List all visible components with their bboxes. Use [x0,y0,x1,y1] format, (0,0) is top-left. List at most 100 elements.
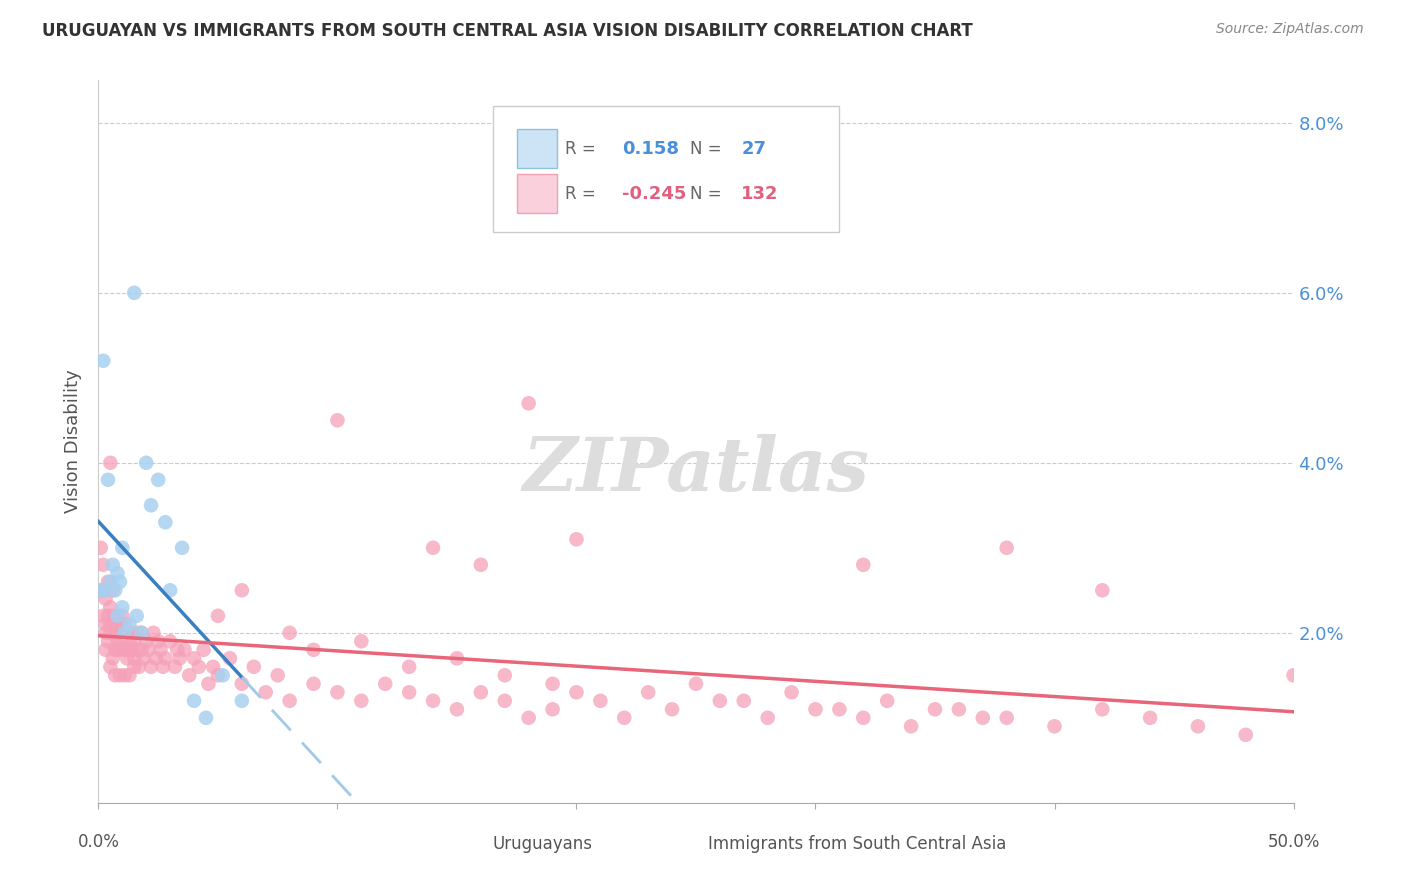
Point [470,558,492,572]
Point [1187,719,1209,733]
FancyBboxPatch shape [456,832,485,855]
Point [1139,711,1161,725]
Point [108,642,131,657]
FancyBboxPatch shape [671,832,700,855]
Point [115,625,138,640]
Point [131,625,153,640]
Point [98,617,122,632]
Point [91,583,114,598]
Point [98,625,122,640]
Point [135,634,157,648]
Point [187,660,209,674]
Point [114,668,136,682]
Point [152,660,174,674]
FancyBboxPatch shape [494,105,839,232]
Point [145,651,167,665]
Point [91,608,114,623]
Point [132,651,155,665]
Point [183,694,205,708]
Point [97,473,120,487]
Point [159,583,181,598]
FancyBboxPatch shape [517,174,557,213]
Point [948,702,970,716]
Point [107,617,129,632]
Point [118,634,141,648]
Point [125,625,148,640]
Point [207,608,229,623]
Text: Source: ZipAtlas.com: Source: ZipAtlas.com [1216,22,1364,37]
Text: Immigrants from South Central Asia: Immigrants from South Central Asia [709,835,1007,853]
Point [219,651,242,665]
Point [111,600,134,615]
Point [118,642,141,657]
Point [94,625,117,640]
Point [1091,702,1114,716]
Point [111,625,134,640]
Text: URUGUAYAN VS IMMIGRANTS FROM SOUTH CENTRAL ASIA VISION DISABILITY CORRELATION CH: URUGUAYAN VS IMMIGRANTS FROM SOUTH CENTR… [42,22,973,40]
Point [1091,583,1114,598]
Text: 0.0%: 0.0% [77,833,120,851]
Point [254,685,277,699]
Point [1043,719,1066,733]
Point [139,660,162,674]
Point [94,591,117,606]
Point [169,651,191,665]
Point [111,608,134,623]
Point [159,634,181,648]
Point [589,694,612,708]
Point [124,285,146,300]
Point [101,651,124,665]
Point [124,634,146,648]
Point [900,719,922,733]
Point [804,702,827,716]
Point [107,642,129,657]
Point [90,583,112,598]
Point [142,625,165,640]
Point [108,668,131,682]
Point [101,583,124,598]
Text: 50.0%: 50.0% [1267,833,1320,851]
Point [1282,668,1305,682]
Point [756,711,779,725]
Point [231,677,253,691]
Point [828,702,851,716]
Point [733,694,755,708]
Point [876,694,898,708]
Point [98,456,122,470]
Point [101,625,124,640]
Point [135,456,157,470]
Point [565,533,588,547]
Point [494,694,516,708]
Point [350,694,373,708]
Point [995,711,1018,725]
Point [278,694,301,708]
Point [114,617,136,632]
Point [685,677,707,691]
Text: N =: N = [690,140,721,158]
Point [350,634,373,648]
Point [131,625,153,640]
Point [118,668,141,682]
Point [852,558,875,572]
Point [398,685,420,699]
Point [302,642,325,657]
Point [91,353,114,368]
Point [326,685,349,699]
Point [108,574,131,589]
Text: R =: R = [565,185,595,202]
Point [124,660,146,674]
Point [111,541,134,555]
Point [121,625,143,640]
Point [107,634,129,648]
Point [517,396,540,410]
Point [470,685,492,699]
Point [148,634,170,648]
Point [125,642,148,657]
Point [422,694,444,708]
Point [124,651,146,665]
Point [104,642,127,657]
Text: 27: 27 [741,140,766,158]
Point [115,651,138,665]
Point [101,558,124,572]
Point [613,711,636,725]
